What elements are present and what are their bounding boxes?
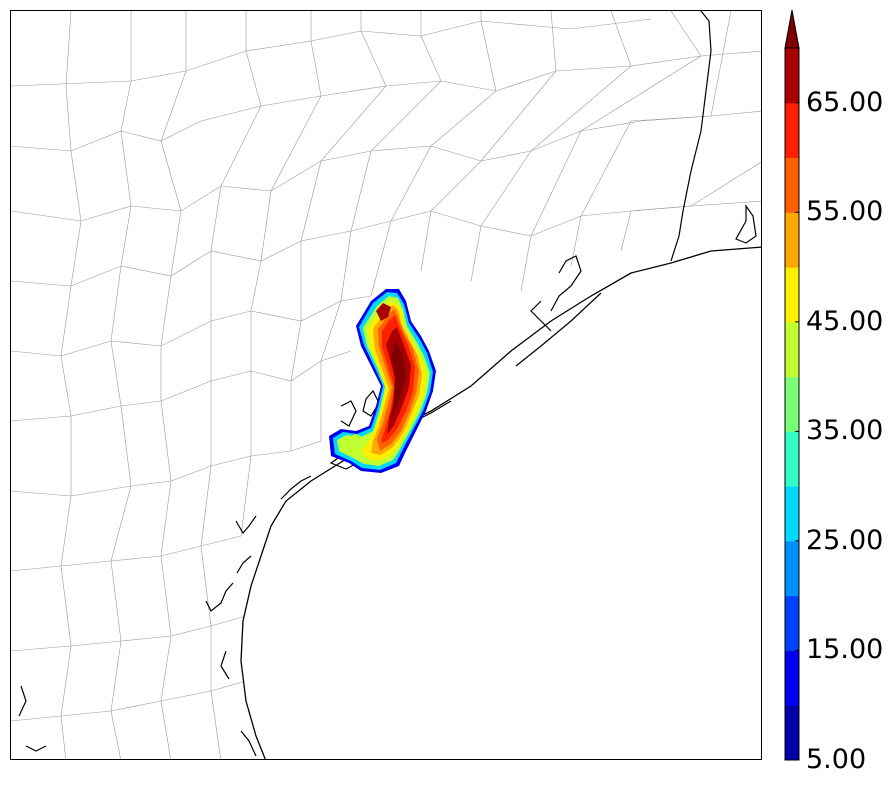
colorbar-border [784,47,800,761]
colorbar-bin [785,157,799,213]
colorbar-bin [785,212,799,268]
colorbar-tick-label: 35.00 [806,415,884,447]
colorbar-bin [785,431,799,487]
colorbar-scale [784,10,800,761]
colorbar-tick-label: 5.00 [806,744,867,775]
colorbar-tick-label: 65.00 [806,86,884,118]
colorbar-bin [785,486,799,542]
precip-contour-west-wing [339,434,366,455]
colorbar-tick-label: 55.00 [806,196,884,228]
colorbar-bin [785,48,799,104]
colorbar-bin [785,540,799,597]
colorbar-tick-label: 45.00 [806,305,884,337]
colorbar-bin [785,650,799,706]
colorbar-bin [785,376,799,432]
county-boundaries [11,11,761,759]
gulf-of-mexico [240,246,761,759]
colorbar-bin [785,102,799,159]
precip-contour-north-lobe [376,303,391,321]
colorbar-tick-label: 15.00 [806,634,884,666]
precip-contour-70 [391,341,406,419]
colorbar-tick-label: 25.00 [806,524,884,556]
colorbar: 5.00 15.00 25.00 35.00 45.00 55.00 65.00 [784,10,894,773]
colorbar-bin [785,267,799,323]
colorbar-bin [785,321,799,378]
map-panel [10,10,762,760]
map-canvas [11,11,761,759]
colorbar-extend-max [784,10,800,49]
colorbar-bin [785,705,799,761]
precipitation-contours [329,289,436,473]
colorbar-bin [785,595,799,651]
